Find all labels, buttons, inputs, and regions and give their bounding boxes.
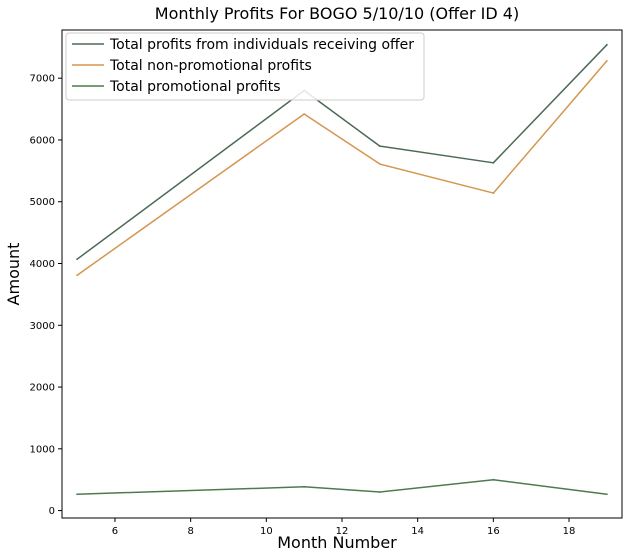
x-tick-label: 6 [112,526,118,537]
x-axis: 6 8 10 12 14 16 18 [112,518,576,537]
x-tick-label: 18 [563,526,576,537]
y-tick-label: 5000 [30,197,55,208]
y-tick-label: 0 [49,506,55,517]
y-tick-label: 4000 [30,259,55,270]
chart-title: Monthly Profits For BOGO 5/10/10 (Offer … [155,4,519,23]
data-point [378,491,381,493]
legend: Total profits from individuals receiving… [65,32,425,101]
y-tick-label: 3000 [30,321,55,332]
y-tick-label: 7000 [30,74,55,85]
series-line-3 [77,478,607,495]
x-tick-label: 8 [187,526,193,537]
y-tick-label: 2000 [30,383,55,394]
data-point [378,163,381,165]
series-layer [76,43,608,496]
legend-label-2: Total non-promotional profits [109,58,312,74]
data-point [605,59,608,62]
legend-label-3: Total promotional profits [109,79,281,95]
x-axis-label: Month Number [277,533,397,552]
x-tick-label: 14 [411,526,424,537]
data-point [492,161,495,164]
plot-area [61,29,623,519]
data-point [76,493,79,496]
x-tick-label: 10 [260,526,273,537]
data-point [76,258,79,261]
data-point [76,274,79,277]
y-axis: 0 1000 2000 3000 4000 5000 6000 7000 [30,74,62,517]
data-point [303,485,306,488]
data-point [605,43,608,46]
x-tick-label: 16 [487,526,500,537]
legend-label-1: Total profits from individuals receiving… [109,37,414,53]
y-tick-label: 1000 [30,444,55,455]
plot-frame [61,29,623,519]
legend-box [65,32,425,101]
data-point [492,478,495,481]
x-tick-label: 12 [336,526,349,537]
data-point [378,145,381,148]
data-point [303,113,306,115]
y-tick-label: 6000 [30,135,55,146]
data-point [492,192,495,194]
y-axis-label: Amount [4,243,23,306]
data-point [605,493,608,496]
